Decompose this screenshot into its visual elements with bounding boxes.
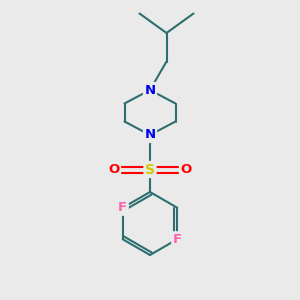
Text: F: F xyxy=(118,201,127,214)
Text: O: O xyxy=(108,163,120,176)
Text: F: F xyxy=(173,233,182,246)
Text: N: N xyxy=(144,83,156,97)
Text: N: N xyxy=(144,128,156,142)
Text: S: S xyxy=(145,163,155,176)
Text: O: O xyxy=(180,163,192,176)
